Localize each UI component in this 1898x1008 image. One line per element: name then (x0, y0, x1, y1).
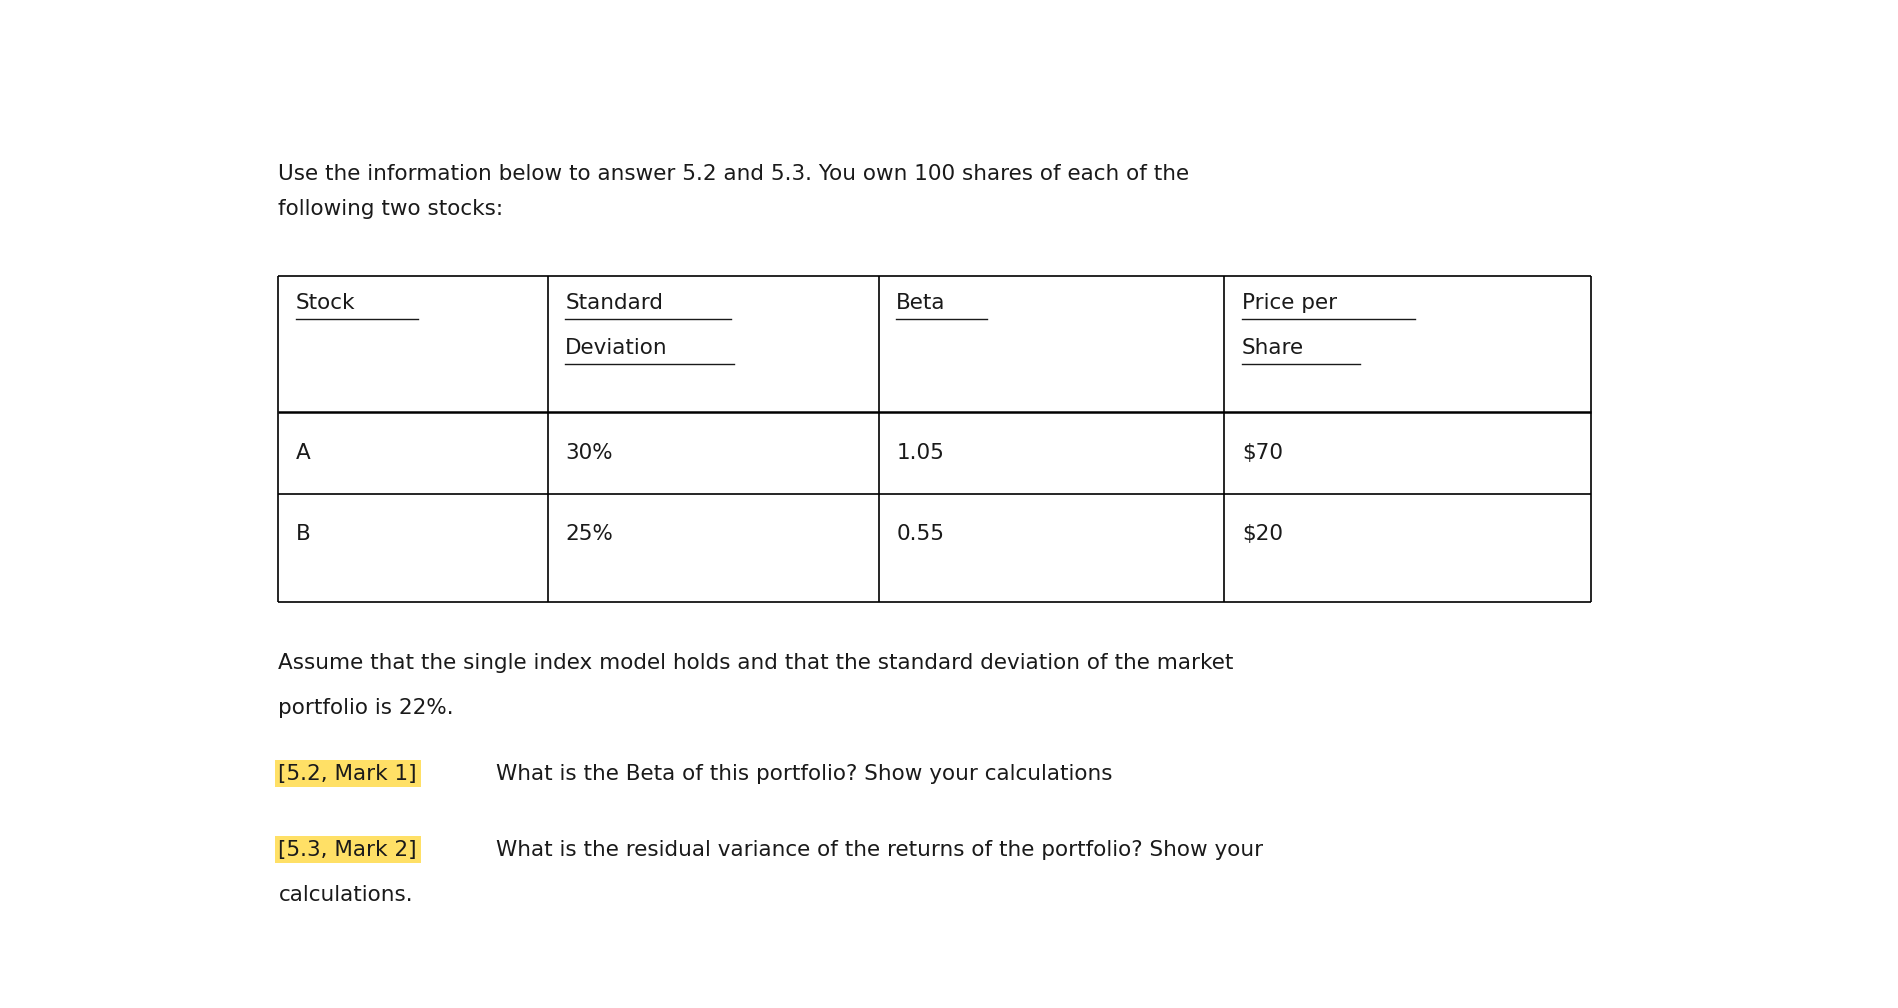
Text: 25%: 25% (566, 524, 613, 544)
Text: following two stocks:: following two stocks: (279, 199, 503, 219)
Text: portfolio is 22%.: portfolio is 22%. (279, 698, 454, 718)
Text: 0.55: 0.55 (896, 524, 943, 544)
Text: calculations.: calculations. (279, 885, 414, 905)
Text: [5.3, Mark 2]: [5.3, Mark 2] (279, 840, 418, 860)
Text: Share: Share (1241, 339, 1304, 358)
Text: 30%: 30% (566, 443, 613, 463)
Text: Assume that the single index model holds and that the standard deviation of the : Assume that the single index model holds… (279, 652, 1234, 672)
Text: Use the information below to answer 5.2 and 5.3. You own 100 shares of each of t: Use the information below to answer 5.2 … (279, 163, 1190, 183)
Text: $70: $70 (1241, 443, 1283, 463)
Text: Beta: Beta (896, 293, 945, 313)
Text: [5.2, Mark 1]: [5.2, Mark 1] (279, 764, 418, 783)
Text: Standard: Standard (566, 293, 662, 313)
Text: What is the residual variance of the returns of the portfolio? Show your: What is the residual variance of the ret… (495, 840, 1264, 860)
Text: B: B (296, 524, 311, 544)
Text: Stock: Stock (296, 293, 355, 313)
Text: 1.05: 1.05 (896, 443, 943, 463)
Text: Deviation: Deviation (566, 339, 668, 358)
Text: $20: $20 (1241, 524, 1283, 544)
Text: Price per: Price per (1241, 293, 1336, 313)
Text: What is the Beta of this portfolio? Show your calculations: What is the Beta of this portfolio? Show… (495, 764, 1112, 783)
Text: A: A (296, 443, 311, 463)
